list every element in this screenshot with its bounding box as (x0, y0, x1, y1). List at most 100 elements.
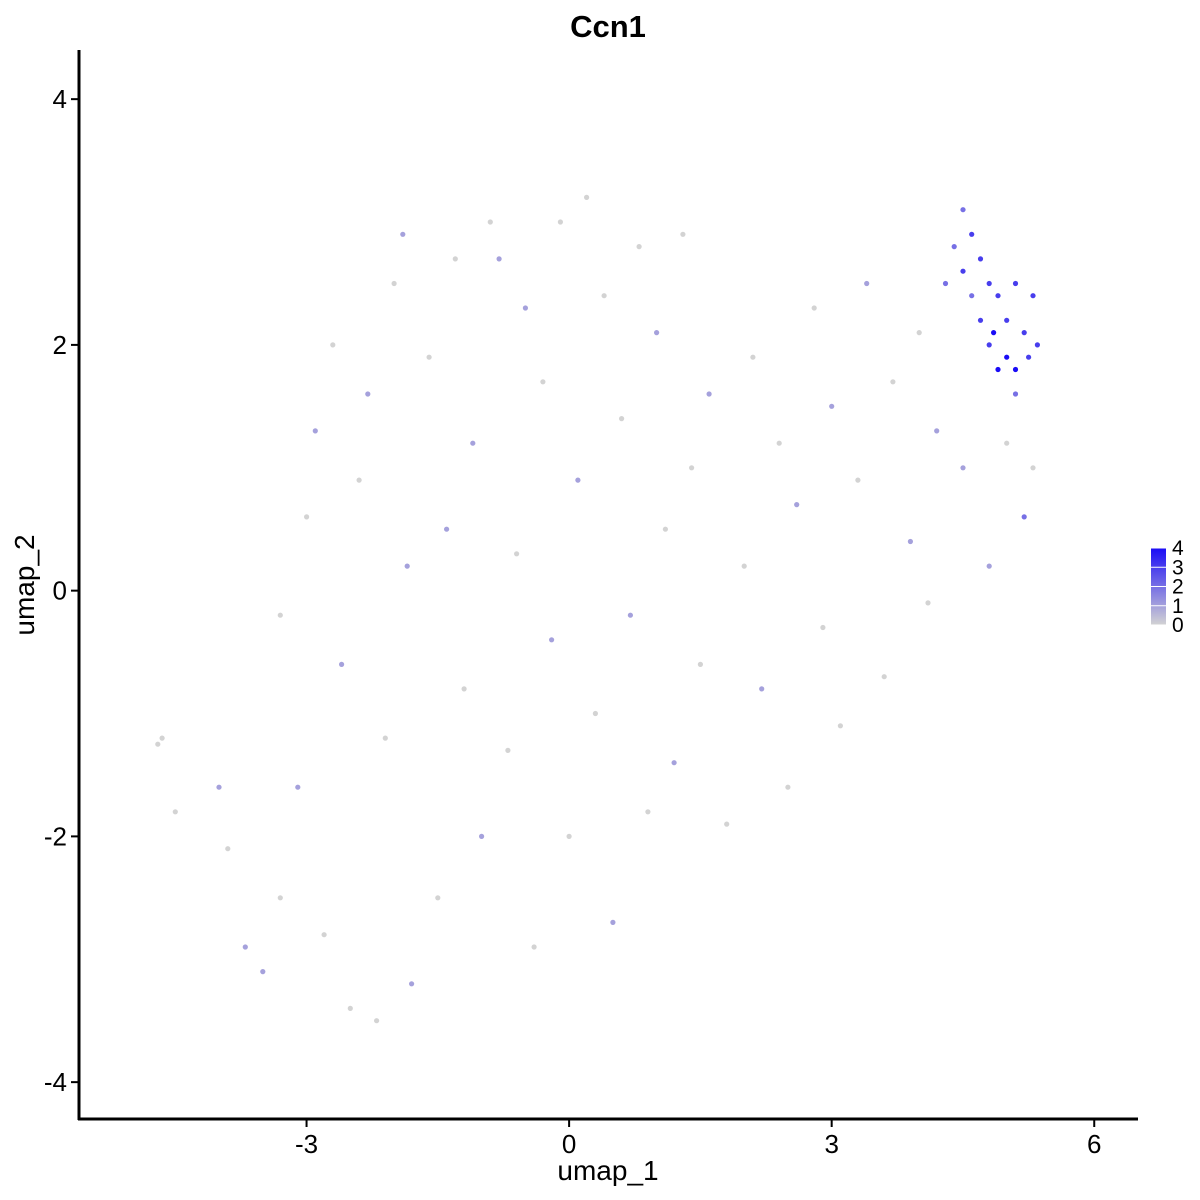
x-tick-label: 3 (824, 1129, 838, 1159)
data-point (400, 231, 406, 237)
data-point (960, 268, 966, 274)
data-point (391, 280, 397, 287)
data-point (159, 735, 165, 741)
data-point (514, 551, 520, 557)
data-point (829, 403, 835, 409)
data-point (575, 477, 581, 483)
data-point (1004, 354, 1010, 360)
data-point (1004, 440, 1010, 446)
data-point (960, 465, 966, 471)
legend-tick-label: 0 (1172, 614, 1184, 637)
data-point (934, 428, 940, 434)
data-point (1034, 342, 1040, 348)
data-point (242, 944, 248, 950)
y-tick-label: 0 (53, 576, 67, 606)
data-point (295, 784, 301, 790)
data-point (706, 391, 712, 397)
data-point (304, 514, 310, 520)
x-axis-title: umap_1 (557, 1155, 658, 1186)
data-point (986, 342, 992, 348)
data-point (986, 563, 992, 569)
data-point (689, 465, 695, 471)
data-point (382, 735, 388, 741)
x-tick-label: 0 (562, 1129, 576, 1159)
data-point (1004, 317, 1010, 323)
data-point (881, 674, 887, 680)
data-point (461, 686, 467, 692)
y-tick-label: -2 (44, 821, 67, 851)
data-point (916, 330, 922, 336)
y-axis-ticks: -4 -2 0 2 4 (44, 84, 79, 1097)
data-point (172, 809, 178, 815)
data-point (619, 416, 625, 422)
data-point (942, 280, 949, 287)
data-point (811, 305, 817, 311)
data-point (444, 526, 450, 532)
data-point (549, 637, 555, 643)
data-point (627, 612, 634, 618)
legend-tick-label: 4 (1172, 537, 1184, 560)
data-point (1012, 280, 1019, 287)
data-point (776, 440, 782, 446)
legend-tick-label: 3 (1172, 556, 1184, 579)
data-point (584, 194, 590, 200)
data-point (470, 440, 476, 446)
data-point (155, 741, 161, 747)
data-point (820, 624, 826, 631)
x-axis-ticks: -3 0 3 6 (295, 1119, 1101, 1159)
data-point (339, 661, 345, 668)
y-axis-title: umap_2 (9, 534, 40, 635)
data-point (404, 563, 410, 569)
data-point (374, 1018, 380, 1024)
data-point (986, 280, 992, 287)
data-point (557, 219, 564, 225)
data-point (277, 612, 283, 618)
data-point (1030, 465, 1036, 471)
data-point (969, 231, 975, 237)
data-point (759, 686, 765, 692)
data-point (977, 317, 984, 323)
data-point (330, 342, 336, 348)
data-point (496, 256, 502, 262)
y-tick-label: 4 (53, 84, 67, 114)
data-point (592, 710, 599, 717)
data-point (636, 244, 642, 250)
data-point (890, 379, 896, 385)
data-point (1012, 391, 1019, 397)
legend-tick-label: 1 (1172, 595, 1184, 618)
data-point (531, 944, 537, 950)
data-point (969, 293, 975, 299)
data-point (601, 293, 607, 299)
y-tick-label: -4 (44, 1067, 67, 1097)
data-point (837, 723, 844, 729)
data-point (925, 600, 931, 606)
data-point (977, 256, 984, 262)
data-point (645, 809, 651, 815)
data-point (409, 981, 415, 987)
data-point (995, 293, 1001, 299)
data-point (365, 391, 371, 397)
data-point (697, 661, 704, 668)
data-point (1021, 330, 1027, 336)
data-point (662, 526, 669, 532)
data-point (1030, 293, 1036, 299)
data-point (321, 932, 327, 938)
data-point (951, 244, 957, 250)
data-point (435, 895, 441, 901)
data-point (610, 919, 616, 926)
chart-title: Ccn1 (570, 9, 646, 44)
data-point (312, 428, 318, 434)
data-point (794, 502, 800, 508)
data-point (864, 280, 870, 287)
data-point (1026, 354, 1032, 360)
data-point (452, 256, 458, 262)
data-point (960, 207, 966, 213)
x-tick-label: -3 (295, 1129, 318, 1159)
data-point (995, 366, 1001, 373)
data-point (785, 784, 791, 790)
data-point (225, 846, 231, 852)
y-tick-label: 2 (53, 330, 67, 360)
data-point (671, 760, 677, 766)
